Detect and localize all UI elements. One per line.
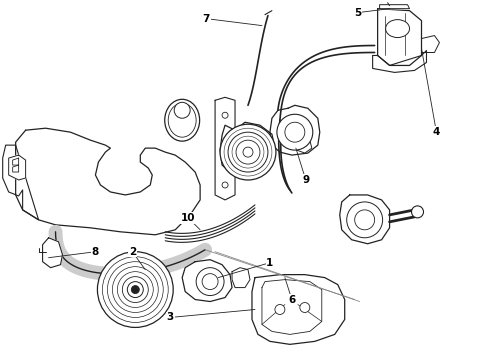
Polygon shape xyxy=(9,155,25,180)
Polygon shape xyxy=(13,165,19,172)
Circle shape xyxy=(222,112,228,118)
Polygon shape xyxy=(182,260,232,302)
Polygon shape xyxy=(295,138,312,153)
Polygon shape xyxy=(13,158,19,165)
Circle shape xyxy=(127,282,143,298)
Polygon shape xyxy=(380,5,410,9)
Circle shape xyxy=(228,132,268,172)
Polygon shape xyxy=(421,36,440,53)
Polygon shape xyxy=(262,280,322,334)
Text: 10: 10 xyxy=(181,213,196,223)
Polygon shape xyxy=(232,268,250,288)
Text: 3: 3 xyxy=(167,312,174,323)
Circle shape xyxy=(122,276,148,302)
Text: 2: 2 xyxy=(129,247,136,257)
Circle shape xyxy=(222,182,228,188)
Polygon shape xyxy=(378,9,421,66)
Ellipse shape xyxy=(165,99,199,141)
Circle shape xyxy=(107,262,163,318)
Circle shape xyxy=(285,122,305,142)
Ellipse shape xyxy=(168,103,196,137)
Circle shape xyxy=(196,268,224,296)
Circle shape xyxy=(275,305,285,315)
Text: 1: 1 xyxy=(266,258,273,268)
Circle shape xyxy=(118,272,153,307)
Text: 9: 9 xyxy=(302,175,309,185)
Circle shape xyxy=(243,147,253,157)
Ellipse shape xyxy=(386,20,410,37)
Circle shape xyxy=(202,274,218,289)
Text: 7: 7 xyxy=(202,14,210,24)
Polygon shape xyxy=(270,105,320,155)
Text: 5: 5 xyxy=(354,8,361,18)
Polygon shape xyxy=(252,275,345,345)
Text: 4: 4 xyxy=(433,127,440,137)
Circle shape xyxy=(112,267,158,312)
Circle shape xyxy=(347,202,383,238)
Polygon shape xyxy=(2,145,39,220)
Circle shape xyxy=(98,252,173,328)
Circle shape xyxy=(355,210,375,230)
Circle shape xyxy=(131,285,139,293)
Circle shape xyxy=(102,257,168,323)
Text: 6: 6 xyxy=(288,294,295,305)
Polygon shape xyxy=(372,50,426,72)
Circle shape xyxy=(412,206,423,218)
Polygon shape xyxy=(220,122,275,175)
Text: 8: 8 xyxy=(92,247,99,257)
Polygon shape xyxy=(43,238,63,268)
Polygon shape xyxy=(16,128,200,235)
Circle shape xyxy=(174,102,190,118)
Polygon shape xyxy=(340,195,390,244)
Circle shape xyxy=(236,140,260,164)
Circle shape xyxy=(277,114,313,150)
Polygon shape xyxy=(215,97,235,200)
Circle shape xyxy=(220,124,276,180)
Circle shape xyxy=(300,302,310,312)
